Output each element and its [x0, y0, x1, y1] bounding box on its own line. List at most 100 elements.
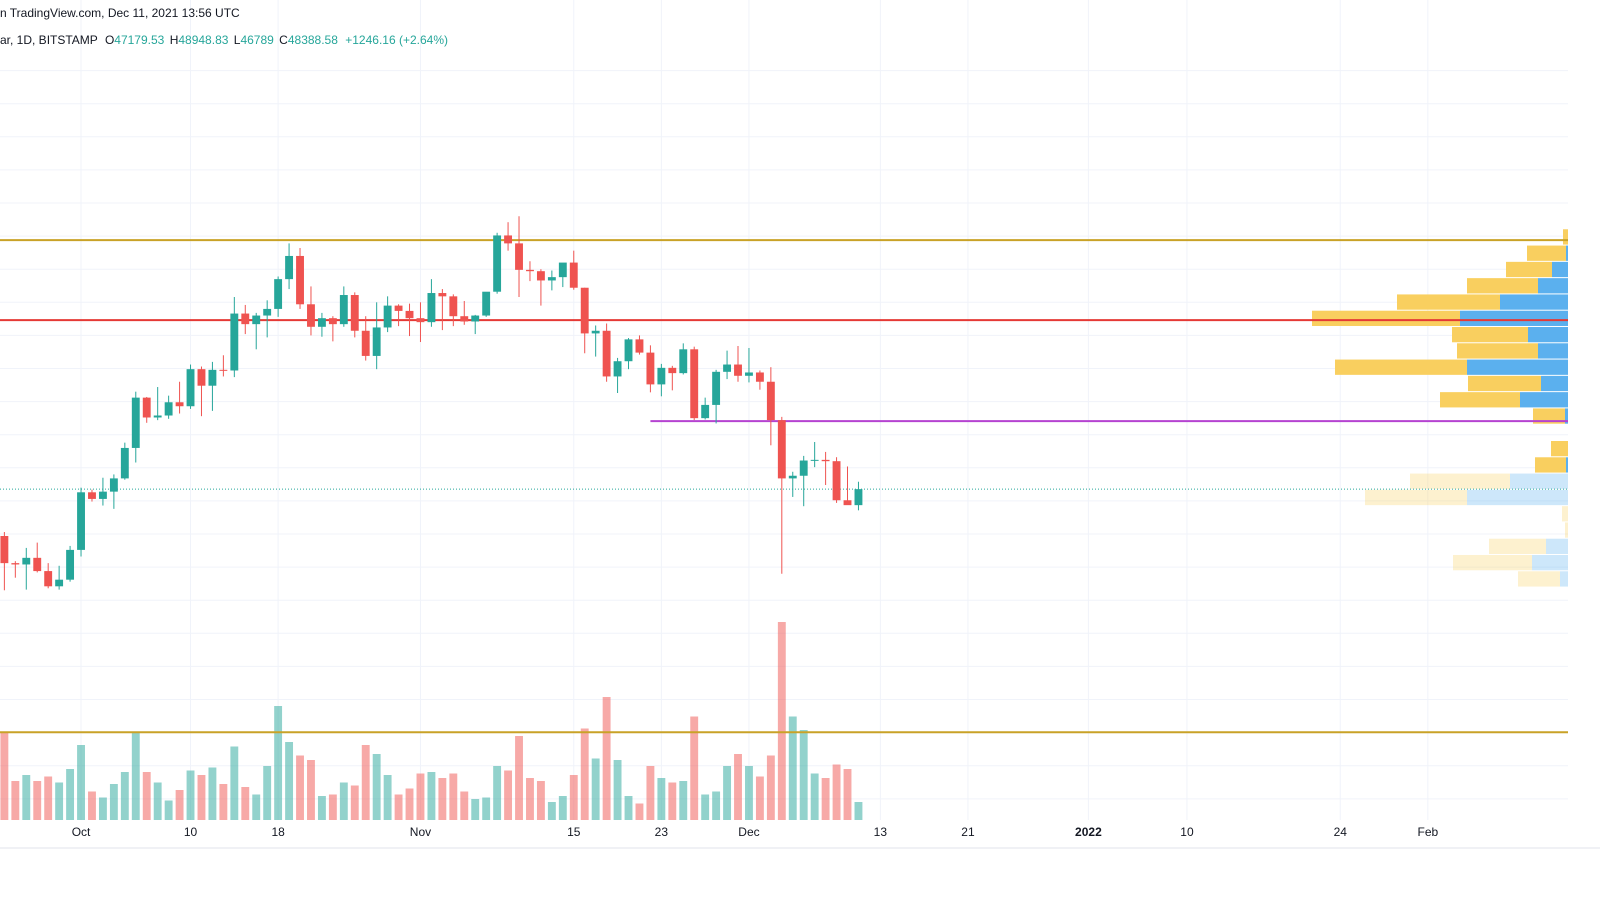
candle-body	[613, 361, 622, 377]
candle-body	[569, 262, 578, 288]
volume-bar	[526, 778, 534, 820]
candle-body	[843, 500, 852, 506]
candle-body	[317, 318, 326, 327]
volume-bar	[350, 785, 359, 820]
ohlc-low: 46789	[240, 33, 274, 47]
profile-up	[1500, 294, 1568, 310]
volume-bar	[252, 794, 261, 820]
volume-bar	[515, 736, 523, 820]
volume-bar	[832, 764, 841, 820]
x-tick-label: Dec	[738, 825, 759, 839]
volume-bar	[799, 730, 808, 820]
volume-bar	[241, 787, 250, 820]
volume-bar	[504, 770, 513, 820]
volume-bar	[712, 791, 721, 820]
candle-body	[679, 349, 688, 374]
volume-bar	[723, 766, 732, 820]
candle-body	[471, 315, 480, 322]
volume-bar	[153, 782, 162, 820]
profile-down	[1506, 261, 1552, 278]
ohlc-high: 48948.83	[178, 33, 228, 47]
volume-bar	[230, 746, 239, 820]
volume-bar	[536, 781, 545, 820]
candle-body	[55, 579, 64, 587]
volume-bar	[405, 788, 414, 820]
volume-bar	[679, 781, 688, 820]
ohlc-prefix: O	[105, 33, 114, 47]
candle-body	[153, 415, 162, 418]
profile-down	[1533, 408, 1565, 424]
candle-body	[536, 271, 545, 281]
x-tick-label: 10	[184, 825, 198, 839]
symbol: ar, 1D, BITSTAMP	[0, 33, 98, 47]
profile-down	[1397, 294, 1500, 310]
profile-down	[1565, 522, 1568, 538]
profile-down	[1440, 392, 1520, 408]
volume-bar	[274, 706, 283, 820]
header-legend: ar, 1D, BITSTAMP O47179.53 H48948.83 L46…	[0, 33, 448, 47]
volume-bar	[613, 760, 622, 820]
volume-bar	[471, 799, 480, 820]
volume-bar	[810, 773, 819, 820]
levels	[0, 239, 1568, 734]
candle-body	[690, 349, 699, 419]
volume-bar	[219, 784, 228, 820]
candle-body	[602, 330, 611, 377]
volume-bar	[317, 796, 326, 820]
volume-bar	[602, 697, 611, 820]
volume-bar	[208, 767, 217, 820]
volume-bar	[449, 773, 458, 820]
ohlc-open: 47179.53	[114, 33, 164, 47]
profile-down	[1312, 310, 1460, 326]
candle-body	[810, 459, 819, 461]
volume-bar	[372, 754, 381, 820]
x-tick-label: 23	[655, 825, 669, 839]
volume-bar	[580, 728, 589, 820]
volume-pane	[0, 622, 863, 820]
profile-down	[1335, 359, 1467, 375]
volume-bar	[11, 781, 20, 820]
candle-body	[339, 295, 348, 325]
candle-body	[361, 330, 370, 356]
profile-up	[1510, 473, 1568, 489]
volume-bar	[745, 766, 753, 820]
volume-bar	[624, 796, 633, 820]
candle-body	[624, 339, 633, 362]
profile-down	[1452, 326, 1528, 343]
volume-bar	[55, 782, 64, 820]
volume-bar	[186, 770, 195, 820]
volume-bar	[0, 733, 9, 820]
candle-body	[11, 563, 20, 565]
profile-up	[1467, 489, 1568, 506]
candle-body	[646, 352, 655, 385]
candle-body	[821, 459, 830, 462]
volume-bar	[77, 745, 85, 820]
volume-bar	[460, 791, 469, 820]
volume-bar	[44, 776, 53, 820]
x-tick-label: Oct	[72, 825, 91, 839]
candle-body	[219, 369, 228, 371]
candle-body	[109, 478, 118, 492]
candle-body	[164, 402, 173, 416]
volume-bar	[109, 784, 118, 820]
volume-bar	[285, 742, 294, 820]
volume-profile	[1312, 229, 1568, 587]
x-tick-label: 15	[567, 825, 581, 839]
profile-up	[1460, 310, 1568, 326]
candle-body	[558, 262, 567, 278]
candle-body	[307, 304, 315, 327]
profile-down	[1563, 229, 1568, 245]
volume-bar	[296, 755, 304, 820]
profile-down	[1527, 245, 1566, 261]
candle-body	[241, 313, 250, 325]
candle-body	[777, 420, 786, 479]
volume-bar	[788, 716, 797, 820]
candle-body	[208, 369, 217, 386]
candle-body	[175, 402, 184, 407]
candle-body	[44, 571, 53, 587]
volume-bar	[777, 622, 786, 820]
volume-bar	[569, 775, 578, 820]
candle-body	[788, 475, 797, 479]
